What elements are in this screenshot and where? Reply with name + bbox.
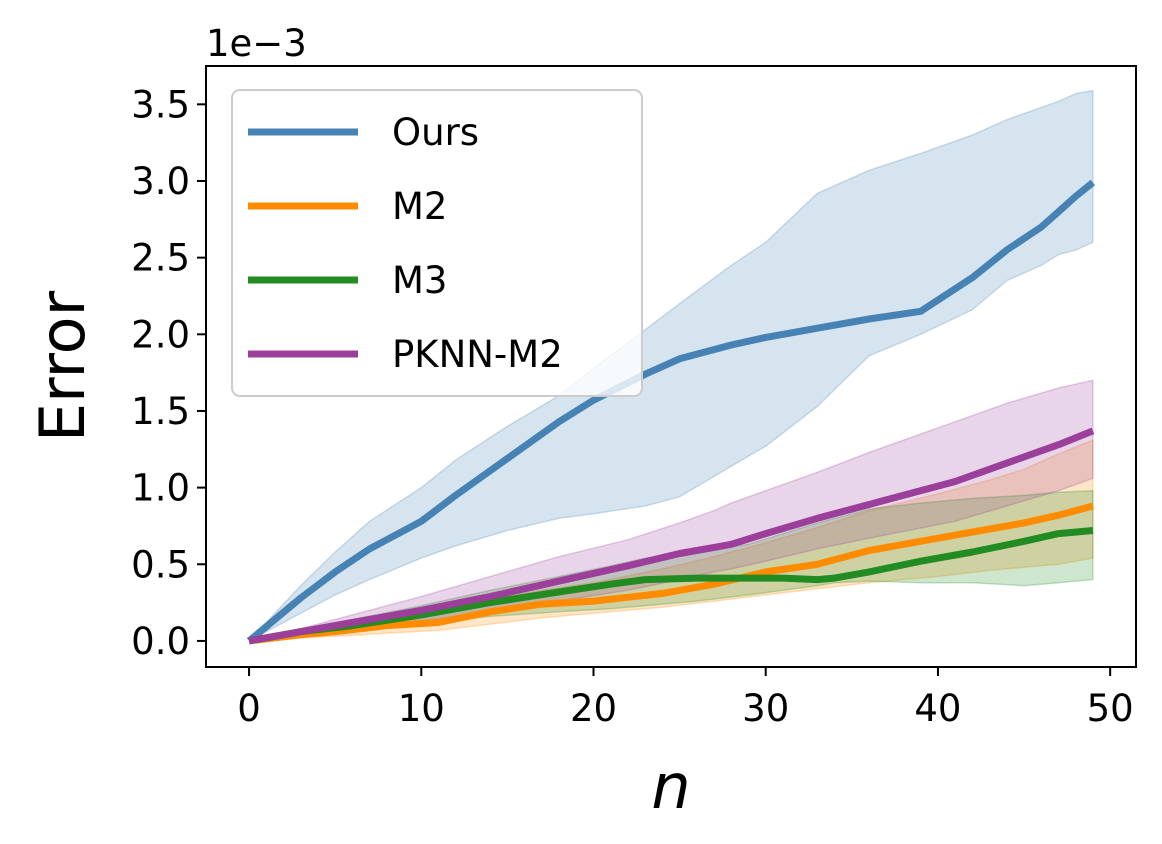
x-tick-label: 30 [742,687,789,730]
x-axis-label: n [651,750,690,823]
x-axis-ticks: 0 10 20 30 40 50 [237,667,1134,730]
legend-label: M3 [392,259,447,302]
y-tick-label: 2.5 [131,237,190,280]
series-line-m2 [248,502,1094,645]
x-tick-label: 50 [1087,687,1134,730]
series-line-m3 [248,527,1094,645]
plot-frame [205,65,1137,668]
y-tick-label: 0.5 [131,543,190,586]
y-axis-multiplier: 1e−3 [206,22,307,65]
x-tick-label: 10 [398,687,445,730]
y-tick-label: 1.0 [131,467,190,510]
x-tick-label: 20 [570,687,617,730]
x-tick-label: 40 [914,687,961,730]
y-tick-label: 3.0 [131,160,190,203]
legend-box [231,89,643,397]
y-tick-label: 1.5 [131,390,190,433]
series-line-ours [246,179,1096,644]
y-tick-label: 0.0 [131,620,190,663]
series-lines [246,179,1096,645]
x-tick-label: 0 [237,687,261,730]
legend: Ours M2 M3 PKNN-M2 [231,89,643,397]
y-axis-ticks: 0.0 0.5 1.0 1.5 2.0 2.5 3.0 3.5 [131,83,206,663]
legend-label: Ours [392,111,479,154]
legend-label: M2 [392,185,447,228]
series-line-pknn-m2 [248,427,1095,645]
y-tick-label: 2.0 [131,313,190,356]
y-axis-label: Error [26,290,99,442]
band-pknn-m2 [248,379,1094,642]
legend-label: PKNN-M2 [392,333,563,376]
y-tick-label: 3.5 [131,83,190,126]
